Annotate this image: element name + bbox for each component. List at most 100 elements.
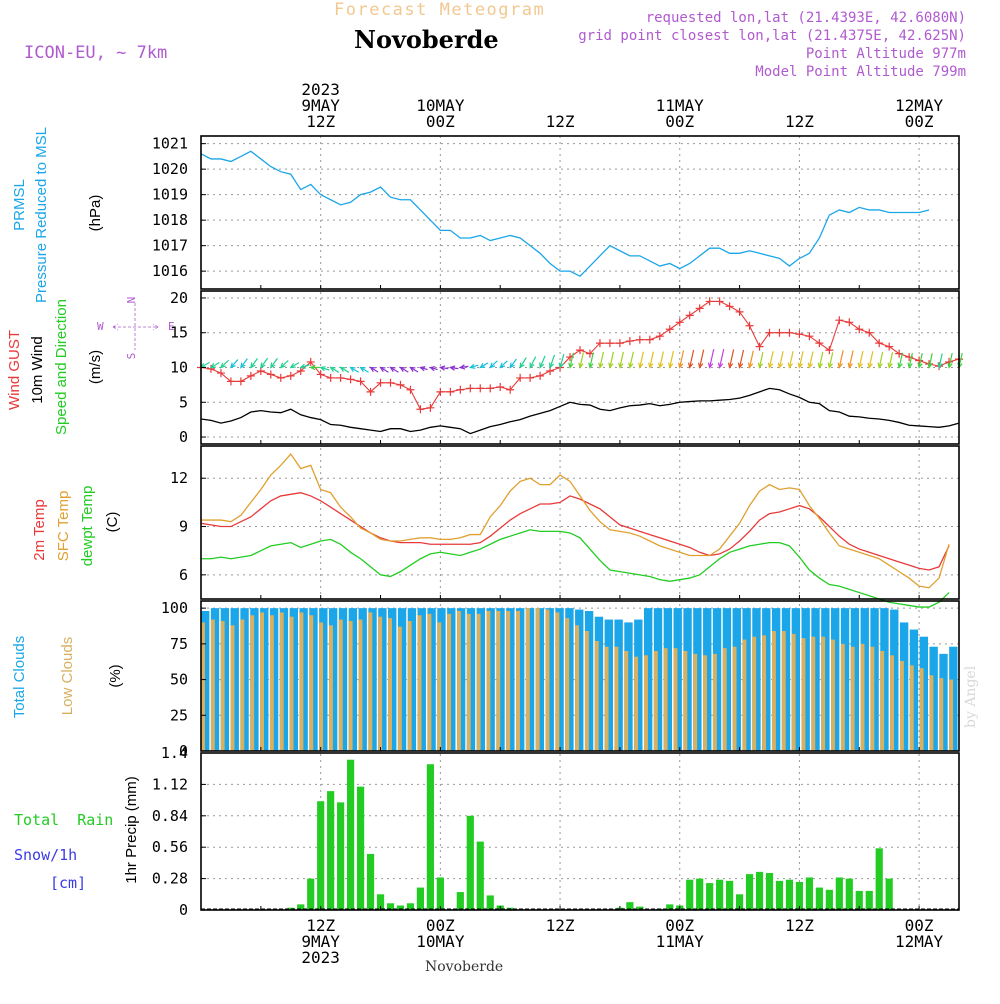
rain-bar (456, 892, 464, 910)
total-cloud-bar (899, 622, 909, 751)
low-cloud-bar (703, 655, 707, 751)
wind-speed-line (200, 387, 960, 435)
requested-coords: requested lon,lat (21.4393E, 42.6080N) (645, 10, 966, 26)
wind-arrow (908, 352, 913, 368)
rain-bar (825, 889, 833, 910)
total-cloud-bar (673, 608, 682, 751)
gust-marker (775, 328, 784, 337)
total-cloud-bar (653, 608, 663, 751)
total-cloud-bar (309, 608, 318, 751)
total-cloud-bar (210, 608, 220, 751)
wind-arrowhead (339, 366, 346, 373)
compass-south: S (125, 353, 138, 360)
total-cloud-bar (584, 611, 594, 751)
gust-marker (695, 304, 704, 313)
low-cloud-bar (634, 656, 639, 751)
y-tick-label: 1.4 (161, 744, 188, 762)
wind-arrow (589, 352, 594, 368)
total-cloud-bar (220, 608, 230, 751)
wind-arrow (699, 349, 705, 368)
low-cloud-bar (762, 635, 767, 751)
gust-marker (336, 373, 345, 382)
rain-bar (795, 881, 804, 910)
gust-marker (865, 328, 874, 337)
wind-arrow (529, 356, 537, 368)
y-tick-label: 0 (179, 901, 188, 919)
rain-bar (636, 906, 644, 910)
rain-bar (466, 815, 474, 910)
low-cloud-bar (939, 678, 944, 751)
gust-marker (705, 297, 714, 306)
gust-marker (725, 302, 734, 311)
compass-west: W (97, 320, 104, 333)
total-cloud-bar (594, 616, 604, 751)
wind-arrowhead (479, 362, 486, 369)
wind-arrowhead (747, 362, 754, 369)
time-label-bottom: 9MAY (301, 932, 340, 951)
wind-arrow (788, 351, 794, 368)
wind-10m-label: 10m Wind (29, 336, 46, 404)
rain-bar (835, 877, 843, 910)
wind-arrow (370, 366, 379, 373)
total-cloud-bar (466, 608, 476, 751)
gust-marker (246, 371, 255, 380)
total-cloud-bar (279, 608, 289, 751)
temp-sfc-label: SFC Temp (55, 491, 72, 562)
time-label-bottom: 12Z (306, 916, 335, 935)
wind-arrow (320, 366, 330, 371)
low-cloud-bar (427, 613, 432, 751)
total-cloud-bar (703, 608, 712, 751)
wind-arrow (798, 351, 804, 368)
low-cloud-bar (319, 622, 324, 751)
total-cloud-bar (939, 653, 948, 751)
wind-arrowhead (897, 362, 903, 369)
wind-arrowhead (608, 362, 614, 369)
gust-marker (206, 364, 215, 373)
rain-bar (875, 848, 883, 910)
total-cloud-bar (732, 608, 741, 751)
model-label: ICON-EU, ~ 7km (24, 43, 168, 63)
wind-arrowhead (389, 366, 396, 373)
total-cloud-bar (811, 608, 820, 751)
y-tick-label: 0.84 (152, 807, 188, 825)
gust-marker (625, 337, 634, 346)
y-tick-label: 1018 (152, 211, 188, 229)
wind-arrow (270, 357, 279, 368)
wind-arrowhead (757, 362, 764, 369)
total-cloud-bar (525, 608, 535, 751)
wind-arrow (390, 366, 399, 373)
wind-arrowhead (827, 362, 833, 369)
total-cloud-bar (250, 608, 259, 751)
rain-bar (307, 878, 315, 910)
temperature-frame (200, 445, 960, 600)
total-cloud-bar (545, 608, 554, 751)
wind-arrowhead (250, 362, 256, 369)
low-cloud-bar (250, 615, 255, 751)
low-cloud-bar (643, 655, 648, 751)
wind-arrow (898, 352, 904, 368)
rain-bar (855, 890, 863, 910)
point-altitude: Point Altitude 977m (805, 46, 966, 62)
y-tick-label: 25 (170, 706, 188, 724)
temp-2m-label: 2m Temp (31, 499, 48, 560)
wind-arrow (470, 364, 479, 369)
low-cloud-bar (289, 616, 294, 751)
temp-unit: (C) (104, 512, 121, 533)
low-cloud-bar (388, 618, 392, 751)
time-label-top: 00Z (665, 112, 694, 131)
rain-bar (716, 879, 724, 910)
wind-arrowhead (887, 362, 893, 369)
gust-marker (456, 385, 465, 394)
time-label-top: 10MAY (416, 96, 465, 115)
total-cloud-bar (752, 608, 761, 751)
wind-arrowhead (289, 362, 296, 369)
low-cloud-bar (594, 641, 599, 751)
rain-bar (765, 872, 774, 910)
total-cloud-bar (496, 608, 505, 751)
pressure-line (200, 150, 930, 278)
wind-arrow (360, 366, 369, 373)
rain-bar (426, 764, 434, 910)
low-cloud-bar (525, 608, 530, 751)
gust-marker (426, 403, 435, 412)
